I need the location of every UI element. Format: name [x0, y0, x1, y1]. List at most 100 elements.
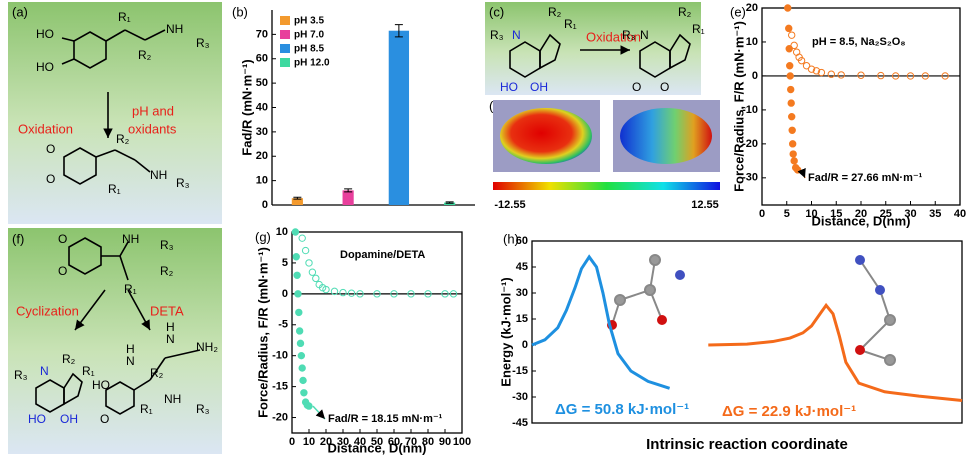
data-point: [291, 228, 300, 236]
y-tick-label: 40: [256, 101, 268, 113]
atom: R₃: [14, 368, 28, 382]
atom: R₃: [622, 28, 636, 42]
data-point: [322, 285, 330, 294]
plot-frame: [291, 231, 463, 434]
data-point: [298, 234, 306, 242]
atom: R₂: [678, 5, 692, 19]
data-point: [837, 71, 845, 79]
data-point: [299, 376, 307, 385]
data-point: [330, 287, 339, 296]
y-tick-label: 50: [256, 77, 268, 89]
x-tick-label: 40: [954, 208, 966, 220]
y-tick-label: 0: [522, 339, 528, 351]
data-line: [708, 302, 963, 402]
annotation: Fad/R = 27.66 mN·m⁻¹: [808, 172, 923, 184]
data-point: [797, 56, 806, 65]
data-point: [785, 24, 793, 33]
x-tick-label: 15: [830, 208, 842, 220]
data-point: [441, 290, 449, 298]
legend-label: pH 12.0: [294, 58, 330, 69]
y-tick-label: 60: [516, 235, 528, 247]
data-point: [906, 72, 915, 80]
atom: R₁: [692, 22, 705, 36]
data-point: [788, 31, 796, 39]
x-tick-label: 0: [289, 436, 295, 448]
colorbar-label: 12.55: [691, 199, 719, 211]
x-tick-label: 70: [405, 436, 417, 448]
atom: N: [40, 364, 49, 378]
bar: [291, 198, 303, 205]
data-point: [292, 253, 300, 261]
potential-map: [620, 108, 712, 164]
annotation: Fad/R = 18.15 mN·m⁻¹: [328, 413, 443, 425]
annotation-arrow: [312, 405, 326, 420]
panel-bg: [8, 2, 222, 224]
y-axis-label: Force/Radius, F/R (mN·m⁻¹): [255, 247, 270, 418]
y-tick-label: -10: [272, 350, 288, 362]
atom: R₁: [564, 17, 577, 31]
atom: R₂: [548, 5, 562, 19]
structure: [509, 33, 691, 78]
atom: R₁: [118, 10, 131, 24]
error-bar: [344, 188, 353, 193]
x-tick-label: 90: [439, 436, 451, 448]
atom: R₁: [140, 402, 153, 416]
y-axis-label: Force/Radius, F/R (mN·m⁻¹): [731, 21, 746, 192]
data-point: [449, 290, 458, 298]
atom: R₂: [62, 352, 76, 366]
data-point: [305, 402, 313, 410]
atom: R₃: [176, 176, 190, 190]
atom: R₂: [138, 48, 152, 62]
panel-label: (c): [489, 4, 504, 19]
bar: [342, 190, 354, 205]
data-point: [788, 126, 796, 134]
atom: R₂: [160, 264, 174, 278]
y-tick-label: -30: [742, 172, 758, 184]
data-point: [297, 351, 306, 360]
atom: H: [166, 320, 175, 334]
error-bar: [394, 24, 403, 38]
atom: R₃: [160, 238, 174, 252]
x-tick-label: 20: [320, 436, 332, 448]
legend-swatch: [280, 16, 290, 25]
annotation: ΔG = 22.9 kJ·mol⁻¹: [722, 403, 856, 420]
y-tick-label: 10: [276, 226, 288, 238]
atom: O: [58, 232, 67, 246]
atom: HO: [500, 80, 518, 94]
data-point: [300, 389, 308, 397]
atom: HO: [28, 412, 46, 426]
y-tick-label: 30: [516, 287, 528, 299]
atom: OH: [530, 80, 548, 94]
atom: O: [46, 172, 55, 186]
y-axis-label: Energy (kJ·mol⁻¹): [498, 277, 513, 386]
atom: O: [100, 412, 109, 426]
panel-label: (f): [12, 231, 24, 246]
data-point: [788, 112, 796, 121]
legend-swatch: [280, 58, 290, 67]
atom: H: [126, 342, 135, 356]
data-point: [356, 290, 364, 298]
data-point: [296, 339, 305, 348]
x-tick-label: 0: [759, 208, 765, 220]
data-point: [827, 70, 835, 78]
legend-label: pH 8.5: [294, 44, 324, 55]
x-tick-label: 50: [371, 436, 383, 448]
panel-bg: [8, 228, 222, 454]
error-bar: [293, 196, 302, 200]
data-point: [785, 45, 793, 53]
atom: R₂: [150, 366, 164, 380]
data-point: [301, 246, 310, 255]
panel-label: (a): [12, 4, 28, 19]
x-tick-label: 100: [453, 436, 471, 448]
data-point: [891, 72, 900, 80]
data-point: [941, 72, 949, 80]
atom: N: [126, 354, 135, 368]
data-point: [786, 72, 794, 80]
data-point: [787, 85, 795, 94]
y-tick-label: 10: [746, 36, 758, 48]
x-tick-label: 20: [855, 208, 867, 220]
atom: HO: [36, 27, 54, 41]
y-tick-label: 0: [262, 199, 268, 211]
data-point: [786, 62, 794, 70]
x-tick-label: 30: [904, 208, 916, 220]
